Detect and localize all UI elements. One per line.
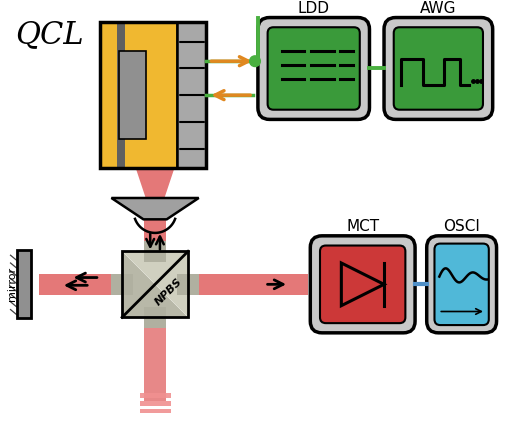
Bar	[17, 250, 31, 318]
Polygon shape	[117, 23, 125, 168]
FancyBboxPatch shape	[258, 17, 369, 119]
Polygon shape	[177, 23, 206, 168]
FancyBboxPatch shape	[319, 246, 405, 323]
Text: NPBS: NPBS	[153, 277, 184, 308]
Polygon shape	[144, 317, 165, 401]
Polygon shape	[119, 51, 146, 139]
FancyBboxPatch shape	[393, 27, 482, 110]
Text: mirror: mirror	[8, 267, 17, 301]
Bar	[177, 274, 199, 295]
Bar	[144, 241, 165, 262]
FancyBboxPatch shape	[383, 17, 492, 119]
Polygon shape	[135, 168, 174, 197]
Bar	[111, 274, 132, 295]
Text: OSCI: OSCI	[442, 219, 479, 234]
FancyBboxPatch shape	[434, 244, 488, 325]
FancyBboxPatch shape	[426, 236, 496, 333]
Bar	[139, 408, 171, 414]
Bar	[144, 307, 165, 328]
FancyBboxPatch shape	[267, 27, 359, 110]
FancyBboxPatch shape	[309, 236, 414, 333]
Text: QCL: QCL	[15, 20, 84, 51]
Polygon shape	[122, 251, 188, 317]
Polygon shape	[341, 263, 383, 306]
Text: AWG: AWG	[419, 0, 456, 16]
Polygon shape	[111, 198, 199, 219]
Polygon shape	[100, 23, 177, 168]
Polygon shape	[144, 219, 165, 251]
Text: MCT: MCT	[346, 219, 379, 234]
Bar	[139, 393, 171, 398]
Circle shape	[249, 56, 260, 67]
Bar	[139, 401, 171, 405]
Polygon shape	[188, 274, 308, 295]
Polygon shape	[39, 274, 122, 295]
Polygon shape	[122, 251, 188, 317]
Text: LDD: LDD	[297, 0, 329, 16]
